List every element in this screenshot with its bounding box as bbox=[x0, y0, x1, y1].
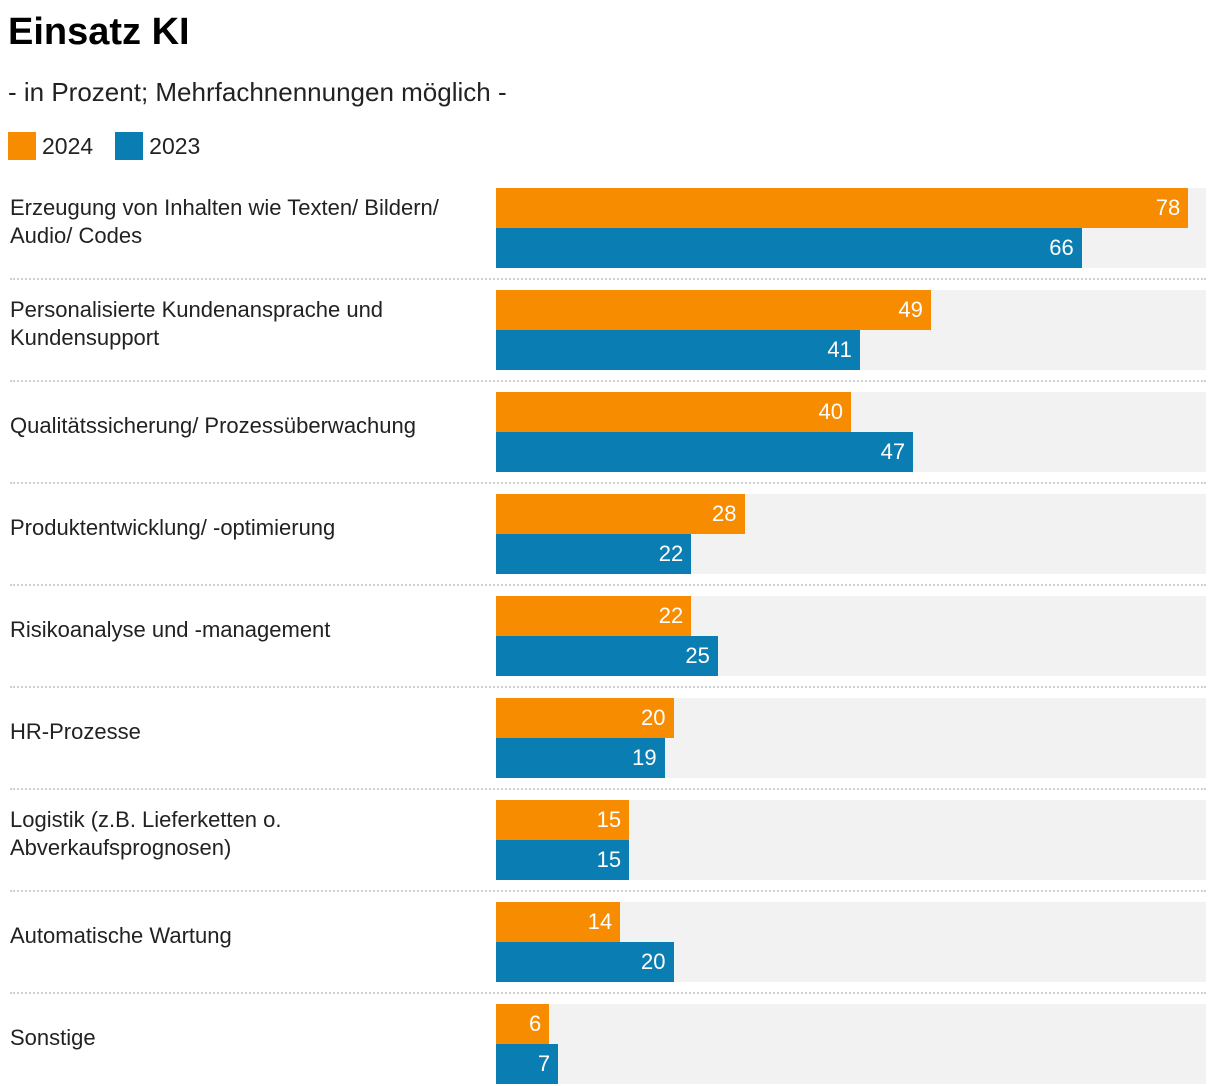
bar-2023: 20 bbox=[496, 942, 674, 982]
bar-2023: 41 bbox=[496, 330, 860, 370]
data-label-2024: 78 bbox=[1155, 195, 1181, 220]
legend: 2024 2023 bbox=[8, 130, 222, 162]
data-label-2023: 41 bbox=[827, 337, 852, 362]
data-label-2024: 6 bbox=[529, 1011, 542, 1036]
data-label-2024: 28 bbox=[712, 501, 737, 526]
category-label: Risikoanalyse und -management bbox=[10, 617, 331, 642]
category-row: Logistik (z.B. Lieferketten o. Abverkauf… bbox=[0, 794, 1218, 896]
bar-track: 49 41 bbox=[496, 290, 1206, 370]
category-label: Logistik (z.B. Lieferketten o. Abverkauf… bbox=[10, 807, 282, 860]
data-label-2024: 22 bbox=[658, 603, 684, 628]
data-label-2023: 19 bbox=[632, 745, 657, 770]
category-label: Automatische Wartung bbox=[10, 923, 232, 948]
category-label: Sonstige bbox=[10, 1025, 96, 1050]
data-label-2024: 15 bbox=[596, 807, 622, 832]
bar-2023: 66 bbox=[496, 228, 1082, 268]
bar-2024: 49 bbox=[496, 290, 931, 330]
data-label-2023: 7 bbox=[537, 1051, 551, 1076]
row-separator bbox=[10, 482, 1206, 484]
bar-track: 15 15 bbox=[496, 800, 1206, 880]
category-label: Qualitätssicherung/ Prozessüberwachung bbox=[10, 413, 417, 438]
category-row: HR-Prozesse 20 19 bbox=[0, 692, 1218, 794]
legend-label-2024: 2024 bbox=[42, 132, 94, 159]
row-separator bbox=[10, 788, 1206, 790]
bar-2024: 28 bbox=[496, 494, 745, 534]
legend-label-2023: 2023 bbox=[149, 132, 201, 159]
category-row: Erzeugung von Inhalten wie Texten/ Bilde… bbox=[0, 182, 1218, 284]
bar-2023: 22 bbox=[496, 534, 692, 574]
bar-track: 14 20 bbox=[496, 902, 1206, 982]
bar-track: 28 22 bbox=[496, 494, 1206, 574]
row-separator bbox=[10, 992, 1206, 994]
bar-2023: 25 bbox=[496, 636, 718, 676]
category-row: Sonstige 6 7 bbox=[0, 998, 1218, 1086]
bar-2024: 22 bbox=[496, 596, 692, 636]
legend-swatch-2023 bbox=[115, 132, 144, 160]
category-row: Risikoanalyse und -management 22 25 bbox=[0, 590, 1218, 692]
category-label: Produktentwicklung/ -optimierung bbox=[10, 515, 336, 540]
data-label-2023: 47 bbox=[880, 439, 906, 464]
row-separator bbox=[10, 890, 1206, 892]
data-label-2023: 25 bbox=[685, 643, 710, 668]
chart-subtitle: - in Prozent; Mehrfachnennungen möglich … bbox=[8, 77, 507, 107]
bar-2023: 15 bbox=[496, 840, 630, 880]
bar-2023: 7 bbox=[496, 1044, 559, 1084]
row-separator bbox=[10, 686, 1206, 688]
data-label-2023: 22 bbox=[658, 541, 684, 566]
legend-item-2023: 2023 bbox=[115, 132, 200, 160]
data-label-2024: 14 bbox=[587, 909, 613, 934]
category-row: Qualitätssicherung/ Prozessüberwachung 40… bbox=[0, 386, 1218, 488]
bar-2023: 47 bbox=[496, 432, 914, 472]
bar-chart: Erzeugung von Inhalten wie Texten/ Bilde… bbox=[0, 182, 1218, 1086]
data-label-2023: 66 bbox=[1049, 235, 1074, 260]
category-label: Erzeugung von Inhalten wie Texten/ Bilde… bbox=[10, 195, 439, 248]
bar-2024: 6 bbox=[496, 1004, 550, 1044]
data-label-2023: 15 bbox=[596, 847, 622, 872]
category-label: Personalisierte Kundenansprache und Kund… bbox=[10, 297, 384, 350]
category-row: Personalisierte Kundenansprache und Kund… bbox=[0, 284, 1218, 386]
category-label: HR-Prozesse bbox=[10, 719, 141, 744]
bar-2024: 78 bbox=[496, 188, 1189, 228]
bar-track: 40 47 bbox=[496, 392, 1206, 472]
row-separator bbox=[10, 278, 1206, 280]
bar-2024: 14 bbox=[496, 902, 621, 942]
bar-track: 78 66 bbox=[496, 188, 1206, 268]
bar-track: 20 19 bbox=[496, 698, 1206, 778]
bar-track: 22 25 bbox=[496, 596, 1206, 676]
bar-2024: 15 bbox=[496, 800, 630, 840]
data-label-2023: 20 bbox=[641, 949, 666, 974]
category-row: Produktentwicklung/ -optimierung 28 22 bbox=[0, 488, 1218, 590]
legend-swatch-2024 bbox=[8, 132, 36, 160]
data-label-2024: 40 bbox=[818, 399, 843, 424]
row-separator bbox=[10, 380, 1206, 382]
data-label-2024: 20 bbox=[641, 705, 666, 730]
category-row: Automatische Wartung 14 20 bbox=[0, 896, 1218, 998]
bar-2024: 20 bbox=[496, 698, 674, 738]
legend-item-2024: 2024 bbox=[8, 132, 93, 160]
bar-2024: 40 bbox=[496, 392, 851, 432]
chart-title: Einsatz KI bbox=[8, 11, 190, 53]
data-label-2024: 49 bbox=[898, 297, 923, 322]
row-separator bbox=[10, 584, 1206, 586]
bar-2023: 19 bbox=[496, 738, 665, 778]
